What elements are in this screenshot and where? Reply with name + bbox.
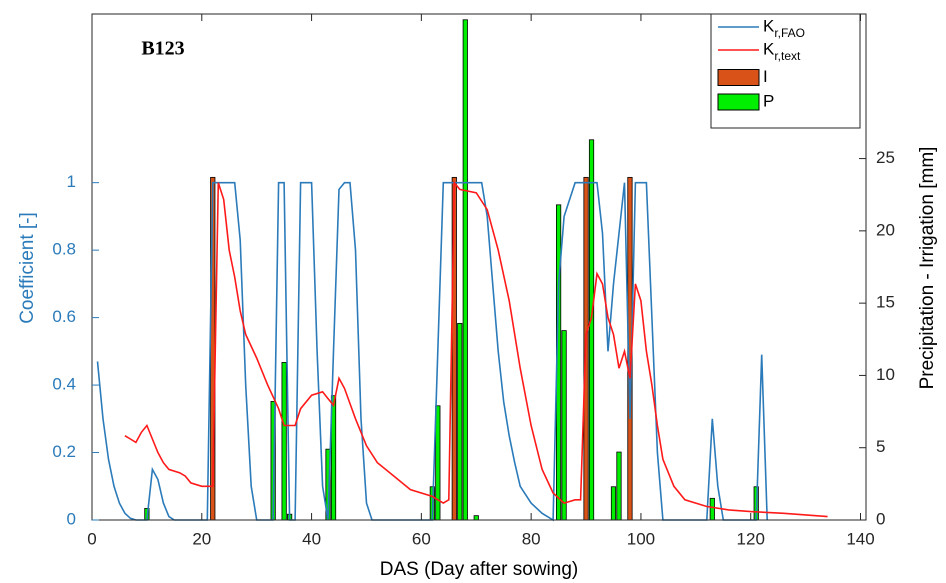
x-tick-label: 20 xyxy=(192,529,211,548)
bar xyxy=(473,515,479,521)
legend-label: I xyxy=(763,67,768,86)
legend-swatch xyxy=(717,93,760,111)
y-tick-label: 0.2 xyxy=(52,442,76,461)
bar xyxy=(616,451,622,521)
y-tick-label: 0.4 xyxy=(52,375,76,394)
x-tick-label: 140 xyxy=(846,529,874,548)
bar xyxy=(457,322,463,521)
bar xyxy=(281,362,287,521)
annotation: B123 xyxy=(141,38,184,60)
y2-tick-label: 25 xyxy=(876,148,895,167)
y-tick-label: 0.6 xyxy=(52,307,76,326)
x-tick-label: 60 xyxy=(412,529,431,548)
y2-tick-label: 15 xyxy=(876,293,895,312)
bar xyxy=(462,19,468,521)
y2-tick-label: 20 xyxy=(876,220,895,239)
y-tick-label: 1 xyxy=(67,172,76,191)
bar xyxy=(709,497,715,521)
bar xyxy=(588,139,595,521)
x-tick-label: 80 xyxy=(522,529,541,548)
y-tick-label: 0 xyxy=(67,509,76,528)
bar xyxy=(610,486,617,521)
y2-axis-label: Precipitation - Irrigation [mm] xyxy=(917,147,938,390)
x-axis-label: DAS (Day after sowing) xyxy=(380,559,579,580)
line xyxy=(96,181,768,522)
bar xyxy=(435,405,441,521)
legend-label: P xyxy=(763,91,774,110)
y2-tick-label: 0 xyxy=(876,509,885,528)
x-tick-label: 100 xyxy=(627,529,655,548)
bar xyxy=(561,330,567,521)
legend-swatch xyxy=(717,69,760,86)
y-axis-label: Coefficient [-] xyxy=(17,212,38,324)
line xyxy=(124,180,828,518)
plot-frame xyxy=(91,13,867,521)
y2-tick-label: 5 xyxy=(876,437,885,456)
x-tick-label: 40 xyxy=(302,529,321,548)
y-tick-label: 0.8 xyxy=(52,240,76,259)
x-tick-label: 120 xyxy=(737,529,765,548)
x-tick-label: 0 xyxy=(87,529,96,548)
y2-tick-label: 10 xyxy=(876,365,895,384)
